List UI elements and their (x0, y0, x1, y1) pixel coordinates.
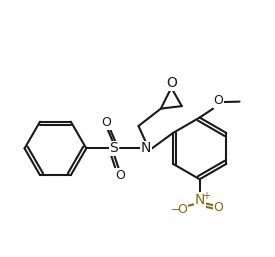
Text: N: N (194, 193, 205, 207)
Text: +: + (202, 191, 210, 201)
Text: O: O (177, 203, 187, 216)
Text: −: − (171, 205, 180, 215)
Text: S: S (109, 141, 118, 155)
Text: O: O (115, 169, 125, 182)
Text: O: O (166, 76, 177, 90)
Text: O: O (214, 94, 224, 107)
Text: O: O (214, 201, 224, 214)
Text: N: N (141, 141, 151, 155)
Text: O: O (101, 116, 111, 129)
